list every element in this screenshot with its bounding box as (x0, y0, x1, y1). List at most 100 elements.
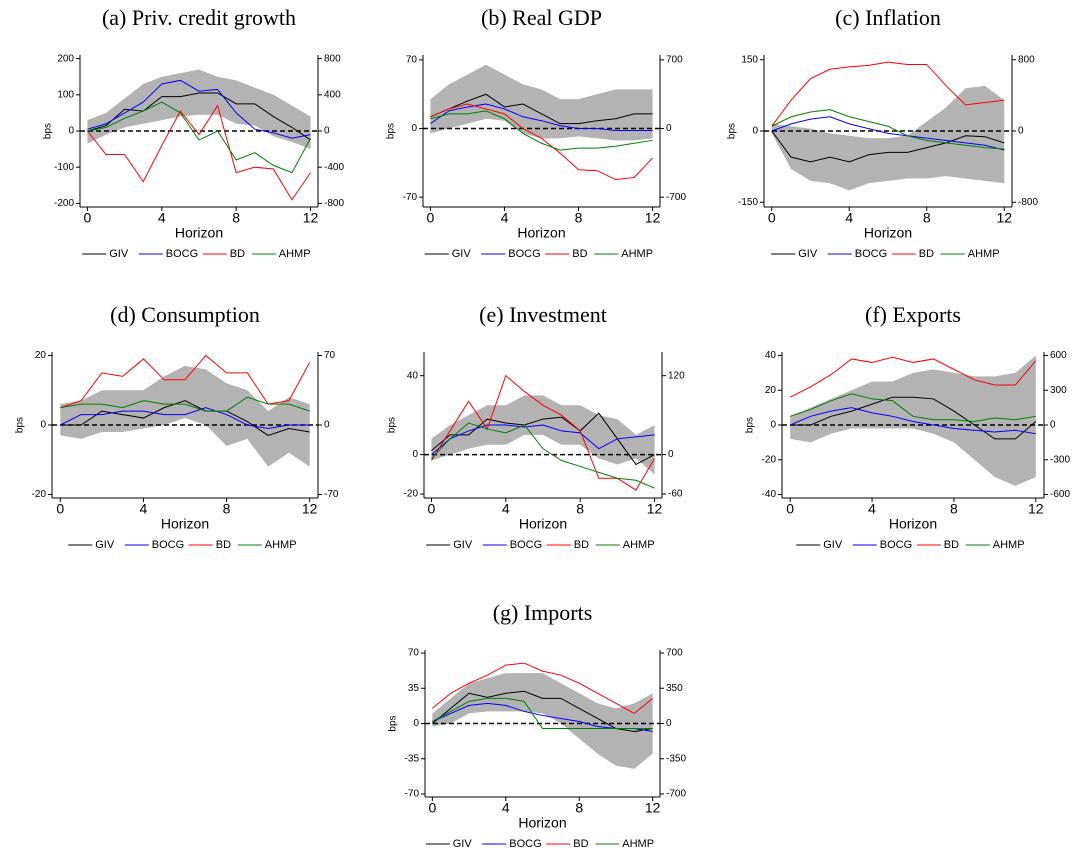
x-tick-label: 0 (768, 210, 776, 226)
y-tick-label: 200 (57, 53, 74, 64)
y-tick-label: 20 (765, 385, 777, 396)
y-tick-label: 35 (408, 683, 420, 694)
y-tick-label: -100 (54, 162, 74, 173)
legend-label: AHMP (968, 248, 1000, 260)
y-axis-title: bps (15, 417, 26, 433)
x-tick-label: 4 (140, 501, 148, 517)
y2-tick-label: 0 (324, 420, 330, 431)
legend-label: GIV (109, 248, 129, 260)
panel-title: (d) Consumption (110, 302, 260, 327)
series-line (60, 400, 310, 436)
panel-title: (e) Investment (479, 302, 607, 327)
x-axis-title: Horizon (519, 516, 567, 532)
x-axis-title: Horizon (864, 225, 912, 241)
legend-label: BOCG (880, 539, 912, 551)
y-tick-label: -20 (762, 454, 777, 465)
y2-tick-label: 120 (668, 370, 685, 381)
y2-tick-label: -350 (666, 753, 686, 764)
y2-tick-label: 0 (666, 123, 672, 134)
y-tick-label: 40 (407, 370, 419, 381)
panel: (a) Priv. credit growth -200 -100 0 100 200 -8… (43, 5, 345, 260)
legend-label: GIV (453, 539, 473, 551)
x-tick-label: 8 (223, 501, 231, 517)
x-tick-label: 12 (303, 210, 319, 226)
panel-title: (g) Imports (493, 600, 593, 625)
series-line (790, 393, 1036, 423)
legend-label: GIV (798, 248, 818, 260)
y2-tick-label: 0 (668, 449, 674, 460)
y-tick-label: 0 (411, 123, 417, 134)
legend-label: AHMP (623, 539, 655, 551)
series-line (431, 422, 655, 489)
legend-label: BOCG (508, 248, 540, 260)
series-line (771, 116, 1005, 151)
confidence-band (60, 365, 310, 467)
confidence-band (432, 673, 653, 769)
legend-label: BOCG (509, 838, 541, 850)
series-line (87, 104, 311, 201)
legend-label: GIV (823, 539, 843, 551)
y2-tick-label: 700 (666, 648, 683, 659)
legend-label: BD (216, 539, 231, 551)
x-tick-label: 8 (575, 800, 583, 816)
series-line (771, 109, 1005, 150)
x-tick-label: 12 (647, 501, 663, 517)
y-tick-label: -40 (762, 489, 777, 500)
x-tick-label: 12 (645, 210, 661, 226)
legend-label: AHMP (279, 248, 311, 260)
x-tick-label: 0 (427, 210, 435, 226)
series-line (60, 407, 310, 429)
x-tick-label: 12 (645, 800, 661, 816)
series-line (430, 110, 653, 151)
panel-title: (b) Real GDP (481, 5, 602, 30)
y-tick-label: 70 (408, 648, 420, 659)
y2-tick-label: 800 (1018, 54, 1035, 65)
y-tick-label: 0 (412, 449, 418, 460)
panel: (c) Inflation -150 0 150 -800 0 800 0 4 8 12 Horizo… (727, 5, 1039, 260)
y-tick-label: -20 (32, 489, 47, 500)
panel-title: (f) Exports (865, 302, 961, 327)
panel-title: (a) Priv. credit growth (102, 5, 296, 30)
series-line (430, 103, 653, 181)
y-tick-label: 100 (57, 89, 74, 100)
panel: (d) Consumption -20 0 20 -70 0 70 0 4 8 12 Horizon b… (15, 302, 339, 551)
x-axis-title: Horizon (161, 516, 209, 532)
y2-tick-label: 400 (324, 89, 341, 100)
y-axis-title: bps (745, 417, 756, 433)
legend-label: BD (572, 248, 587, 260)
y2-tick-label: 0 (1050, 420, 1056, 431)
x-tick-label: 8 (950, 501, 958, 517)
y-tick-label: 70 (406, 55, 418, 66)
legend-label: BOCG (510, 539, 542, 551)
legend-label: BD (573, 838, 588, 850)
series-line (87, 92, 311, 141)
legend-label: BD (919, 248, 934, 260)
x-tick-label: 4 (158, 210, 166, 226)
legend-label: BOCG (166, 248, 198, 260)
legend-label: BD (230, 248, 245, 260)
y-tick-label: 0 (68, 126, 74, 137)
y2-tick-label: -300 (1050, 454, 1070, 465)
legend-label: BD (574, 539, 589, 551)
series-line (771, 61, 1005, 127)
y-axis-title: bps (386, 123, 397, 139)
y2-tick-label: -800 (1018, 197, 1038, 208)
y2-tick-label: 300 (1050, 385, 1067, 396)
x-axis-title: Horizon (175, 225, 223, 241)
y2-tick-label: 70 (324, 350, 336, 361)
confidence-band (87, 69, 311, 150)
panel: (f) Exports -40 -20 0 20 40 -600 -300 0 300 600 0 4 8… (745, 302, 1071, 551)
y-axis-title: bps (387, 417, 398, 433)
series-line (432, 662, 653, 715)
series-line (432, 697, 653, 730)
series-line (771, 130, 1005, 163)
x-tick-label: 4 (502, 501, 510, 517)
x-axis-title: Horizon (889, 516, 937, 532)
y-tick-label: -70 (405, 789, 420, 800)
y2-tick-label: 700 (666, 55, 683, 66)
legend-label: AHMP (621, 248, 653, 260)
legend-label: BOCG (855, 248, 887, 260)
x-tick-label: 0 (84, 210, 92, 226)
